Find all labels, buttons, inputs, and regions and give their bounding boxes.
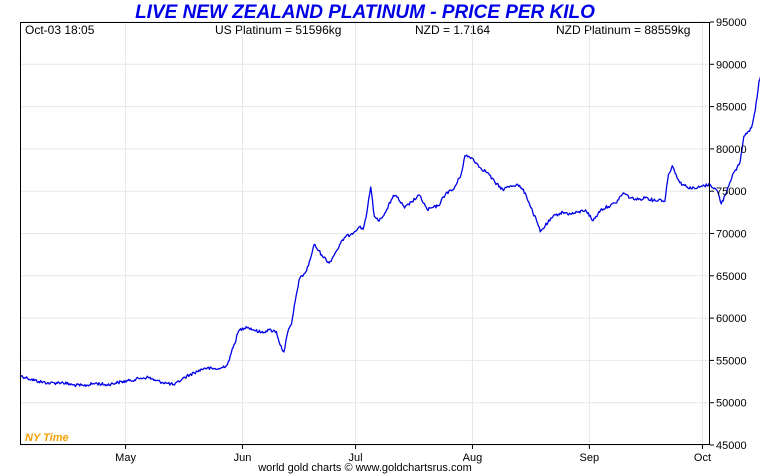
grid-layer [20,21,710,446]
chart-credit: world gold charts © www.goldchartsrus.co… [258,462,472,474]
us-platinum-readout: US Platinum = 51596kg [215,23,342,37]
y-tick-label: 90000 [716,59,747,71]
y-tick-label: 60000 [716,313,747,325]
x-axis: May Jun Jul Aug Sep Oct [115,445,711,464]
x-tick-label: May [115,452,136,464]
x-tick-label: Aug [463,452,483,464]
x-tick-label: Jul [349,452,363,464]
y-tick-label: 85000 [716,102,747,114]
series-layer [19,75,760,388]
y-tick-label: 55000 [716,355,747,367]
y-tick-label: 65000 [716,271,747,283]
price-series-line [19,75,760,388]
x-tick-label: Jun [234,452,252,464]
nzd-rate-readout: NZD = 1.7164 [415,23,491,37]
datetime-readout: Oct-03 18:05 [25,23,95,37]
timezone-label: NY Time [25,432,69,444]
chart-title: LIVE NEW ZEALAND PLATINUM - PRICE PER KI… [135,2,595,23]
y-axis: 95000 90000 85000 80000 75000 70000 65000 60000… [710,17,747,452]
x-tick-label: Sep [580,452,600,464]
y-tick-label: 80000 [716,144,747,156]
y-tick-label: 95000 [716,17,747,29]
plot-frame [20,22,710,445]
y-tick-label: 50000 [716,398,747,410]
y-tick-label: 70000 [716,229,747,241]
y-tick-label: 45000 [716,440,747,452]
y-tick-label: 75000 [716,186,747,198]
x-tick-label: Oct [694,452,711,464]
